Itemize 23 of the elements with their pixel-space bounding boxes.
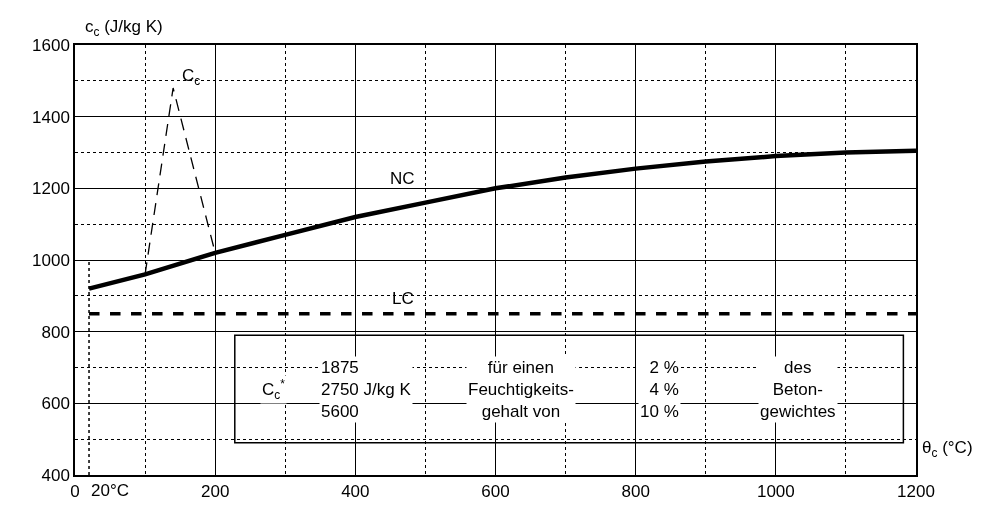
y-axis-title: c$_{c}$ (J/kg K)	[85, 17, 163, 39]
annotation: des Beton- gewichtes	[760, 358, 836, 422]
y-tick-label: 1600	[32, 35, 70, 55]
annotation: 2 % 4 % 10 %	[640, 358, 679, 422]
x-tick-label: 600	[481, 482, 510, 502]
y-tick-label: 400	[41, 465, 70, 485]
x-tick-label: 800	[621, 482, 650, 502]
x-tick-label: 400	[341, 482, 370, 502]
y-tick-label: 1200	[32, 179, 70, 199]
annotation: NC	[390, 169, 415, 188]
y-tick-label: 1400	[32, 107, 70, 127]
annotation: für einen Feuchtigkeits- gehalt von	[468, 358, 574, 422]
ref-line-label: 20°C	[91, 481, 129, 500]
y-tick-label: 1000	[32, 250, 70, 270]
x-tick-label: 0	[70, 482, 80, 502]
annotation: LC	[392, 289, 414, 308]
y-tick-label: 600	[41, 394, 70, 414]
annotation: 1875 2750 J/kg K 5600	[321, 358, 412, 422]
x-axis-title: θ$_{c}$ (°C)	[922, 438, 973, 460]
x-tick-label: 1000	[756, 482, 795, 502]
x-tick-label: 200	[200, 482, 230, 502]
y-tick-label: 800	[41, 322, 70, 342]
x-tick-label: 1200	[897, 482, 935, 502]
